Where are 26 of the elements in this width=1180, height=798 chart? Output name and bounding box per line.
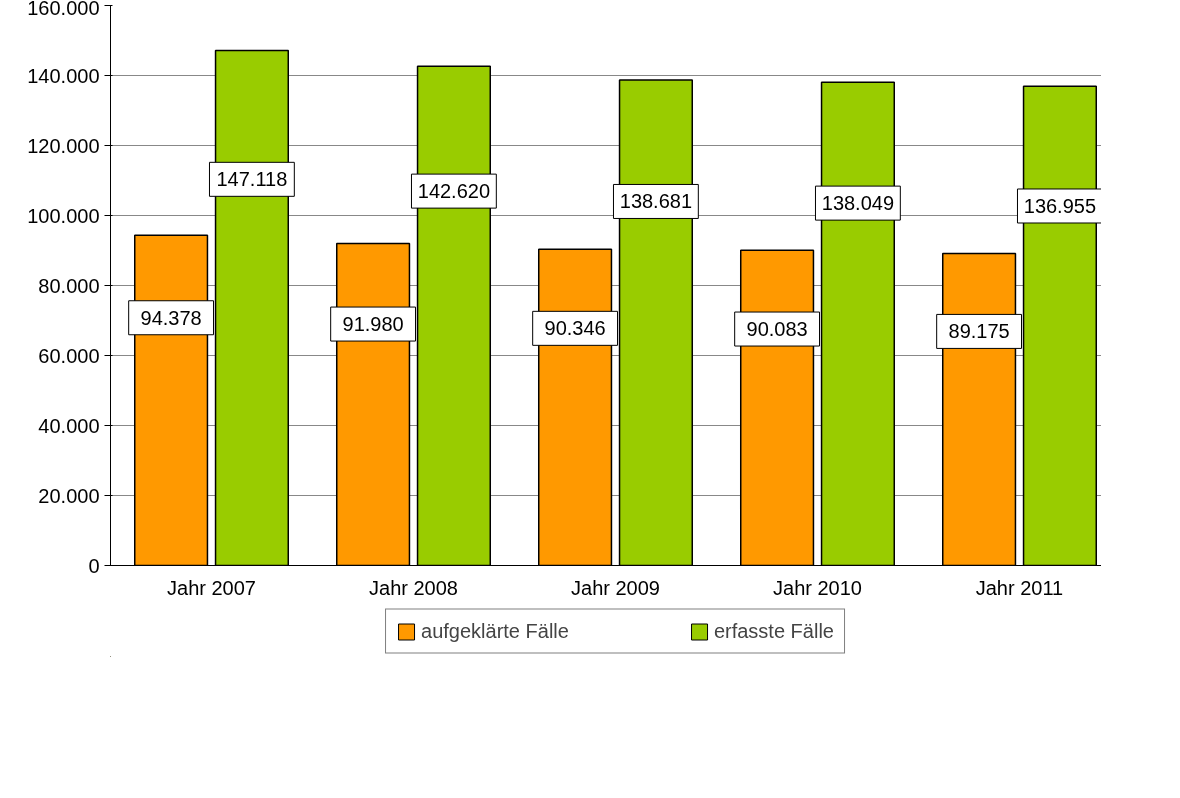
y-tick-label: 20.000	[38, 484, 100, 507]
x-tick-label: Jahr 2009	[571, 576, 660, 599]
data-label: 91.980	[342, 313, 404, 336]
data-label: 147.118	[216, 168, 288, 191]
x-tick-label: Jahr 2008	[369, 576, 458, 599]
y-tick-label: 100.000	[27, 204, 100, 227]
y-tick-label: 40.000	[38, 414, 100, 437]
y-tick-label: 60.000	[38, 344, 100, 367]
data-label: 138.681	[619, 190, 693, 213]
y-tick-label: 120.000	[27, 134, 100, 157]
data-label: 90.346	[544, 317, 606, 340]
legend-label: erfasste Fälle	[713, 619, 834, 643]
data-label: 138.049	[821, 192, 895, 215]
data-label: 136.955	[1023, 194, 1097, 217]
data-label: 90.083	[746, 318, 808, 341]
x-tick-label: Jahr 2010	[773, 576, 862, 599]
x-tick-label: Jahr 2011	[975, 576, 1064, 599]
legend-label: aufgeklärte Fälle	[421, 619, 569, 643]
data-label: 142.620	[417, 180, 491, 203]
data-label: 94.378	[140, 306, 202, 329]
y-tick-label: 160.000	[27, 0, 100, 19]
y-tick-label: 140.000	[27, 64, 100, 87]
y-tick-label: 0	[88, 554, 100, 577]
data-label: 89.175	[948, 320, 1010, 343]
y-tick-label: 80.000	[38, 274, 100, 297]
x-tick-label: Jahr 2007	[167, 576, 256, 599]
